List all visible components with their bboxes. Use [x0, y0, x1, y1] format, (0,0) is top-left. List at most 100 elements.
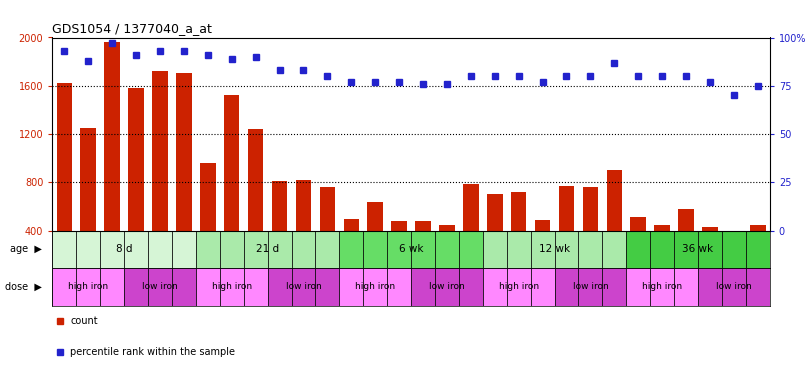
Bar: [148, 231, 172, 268]
Bar: [511, 192, 526, 279]
Text: high iron: high iron: [69, 282, 108, 291]
Bar: [507, 231, 530, 268]
Bar: [392, 221, 407, 279]
Bar: [415, 221, 430, 279]
Bar: [654, 225, 670, 279]
Bar: [339, 268, 364, 306]
Bar: [387, 268, 411, 306]
Bar: [315, 231, 339, 268]
Bar: [368, 202, 383, 279]
Bar: [339, 231, 364, 268]
Text: high iron: high iron: [499, 282, 538, 291]
Bar: [81, 128, 96, 279]
Bar: [507, 268, 530, 306]
Text: 6 wk: 6 wk: [399, 244, 423, 254]
Bar: [152, 71, 168, 279]
Bar: [459, 231, 483, 268]
Bar: [746, 231, 770, 268]
Bar: [77, 268, 100, 306]
Text: age  ▶: age ▶: [10, 244, 42, 254]
Bar: [411, 231, 435, 268]
Bar: [243, 268, 268, 306]
Bar: [243, 231, 268, 268]
Bar: [172, 231, 196, 268]
Text: GDS1054 / 1377040_a_at: GDS1054 / 1377040_a_at: [52, 22, 212, 35]
Bar: [535, 220, 550, 279]
Bar: [220, 231, 243, 268]
Bar: [220, 268, 243, 306]
Bar: [746, 268, 770, 306]
Bar: [292, 231, 315, 268]
Text: high iron: high iron: [642, 282, 682, 291]
Bar: [679, 209, 694, 279]
Bar: [702, 227, 717, 279]
Bar: [435, 268, 459, 306]
Text: low iron: low iron: [429, 282, 465, 291]
Text: high iron: high iron: [212, 282, 251, 291]
Text: 8 d: 8 d: [116, 244, 132, 254]
Bar: [105, 42, 120, 279]
Bar: [56, 83, 72, 279]
Bar: [626, 231, 650, 268]
Bar: [555, 268, 579, 306]
Text: low iron: low iron: [142, 282, 178, 291]
Bar: [196, 268, 220, 306]
Bar: [607, 170, 622, 279]
Bar: [268, 268, 292, 306]
Bar: [268, 231, 292, 268]
Text: low iron: low iron: [716, 282, 752, 291]
Bar: [248, 129, 264, 279]
Bar: [602, 231, 626, 268]
Bar: [750, 225, 766, 279]
Text: count: count: [70, 316, 98, 326]
Bar: [483, 268, 507, 306]
Bar: [52, 268, 77, 306]
Bar: [124, 231, 148, 268]
Bar: [172, 268, 196, 306]
Bar: [459, 268, 483, 306]
Bar: [100, 231, 124, 268]
Bar: [483, 231, 507, 268]
Bar: [315, 268, 339, 306]
Bar: [272, 181, 287, 279]
Text: percentile rank within the sample: percentile rank within the sample: [70, 347, 235, 357]
Bar: [128, 88, 143, 279]
Bar: [320, 187, 335, 279]
Bar: [626, 268, 650, 306]
Bar: [224, 96, 239, 279]
Bar: [530, 231, 555, 268]
Bar: [579, 231, 602, 268]
Bar: [650, 268, 674, 306]
Bar: [77, 231, 100, 268]
Bar: [463, 183, 479, 279]
Bar: [726, 267, 742, 279]
Bar: [411, 268, 435, 306]
Bar: [387, 231, 411, 268]
Bar: [148, 268, 172, 306]
Bar: [292, 268, 315, 306]
Bar: [555, 231, 579, 268]
Text: low iron: low iron: [572, 282, 609, 291]
Text: 36 wk: 36 wk: [683, 244, 713, 254]
Bar: [343, 219, 359, 279]
Bar: [698, 268, 722, 306]
Bar: [200, 163, 215, 279]
Bar: [530, 268, 555, 306]
Bar: [52, 231, 77, 268]
Bar: [435, 231, 459, 268]
Bar: [698, 231, 722, 268]
Bar: [196, 231, 220, 268]
Bar: [487, 194, 502, 279]
Bar: [579, 268, 602, 306]
Bar: [559, 186, 574, 279]
Text: dose  ▶: dose ▶: [5, 282, 42, 292]
Bar: [674, 231, 698, 268]
Bar: [364, 268, 387, 306]
Bar: [722, 231, 746, 268]
Bar: [630, 217, 646, 279]
Bar: [296, 180, 311, 279]
Bar: [602, 268, 626, 306]
Bar: [722, 268, 746, 306]
Bar: [364, 231, 387, 268]
Text: 21 d: 21 d: [256, 244, 279, 254]
